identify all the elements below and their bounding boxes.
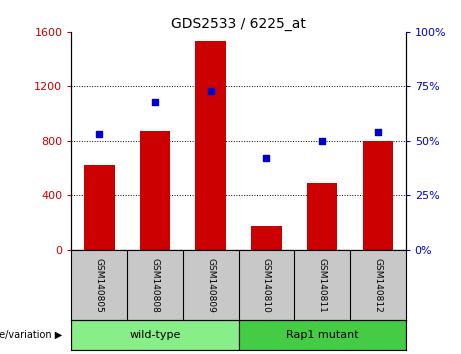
Text: GSM140810: GSM140810 bbox=[262, 257, 271, 313]
Text: GSM140808: GSM140808 bbox=[150, 257, 160, 313]
Bar bbox=[362, 141, 393, 250]
Bar bbox=[238, 320, 406, 350]
Text: GSM140812: GSM140812 bbox=[373, 258, 382, 312]
Text: GSM140811: GSM140811 bbox=[318, 257, 327, 313]
Text: Rap1 mutant: Rap1 mutant bbox=[286, 330, 359, 341]
Bar bbox=[71, 320, 239, 350]
Text: GSM140805: GSM140805 bbox=[95, 257, 104, 313]
Point bbox=[207, 88, 214, 93]
Bar bbox=[84, 165, 115, 250]
Bar bbox=[140, 131, 170, 250]
Point bbox=[263, 155, 270, 161]
Text: wild-type: wild-type bbox=[130, 330, 181, 341]
Point bbox=[95, 131, 103, 137]
Point bbox=[319, 138, 326, 144]
Bar bbox=[307, 183, 337, 250]
Bar bbox=[251, 227, 282, 250]
Title: GDS2533 / 6225_at: GDS2533 / 6225_at bbox=[171, 17, 306, 31]
Text: GSM140809: GSM140809 bbox=[206, 257, 215, 313]
Bar bbox=[195, 41, 226, 250]
Point bbox=[374, 129, 382, 135]
Text: genotype/variation ▶: genotype/variation ▶ bbox=[0, 330, 62, 341]
Point bbox=[151, 99, 159, 104]
